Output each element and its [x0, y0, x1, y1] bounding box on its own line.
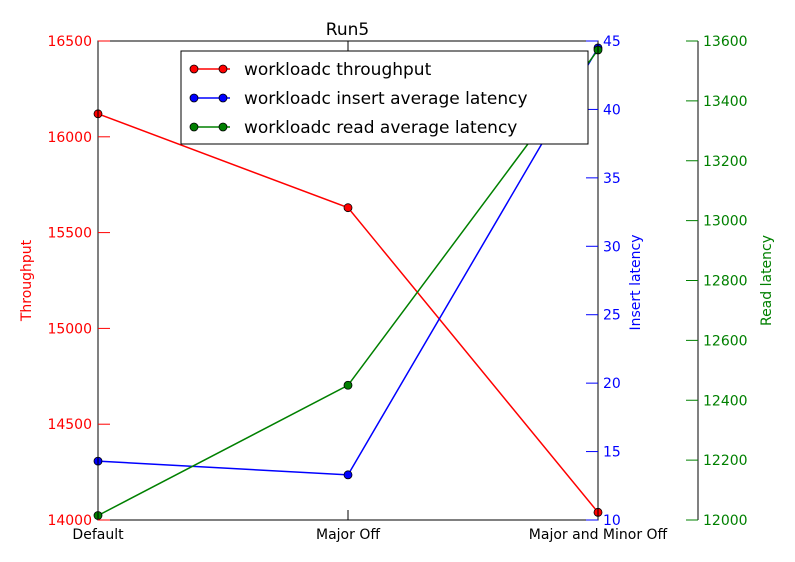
read-tick-label: 13400 [703, 94, 748, 110]
read-tick-label: 12600 [703, 333, 748, 349]
x-tick-label: Major and Minor Off [529, 527, 668, 543]
series-line-0 [97, 113, 599, 513]
insert-tick-label: 15 [603, 445, 621, 461]
read-tick-label: 13600 [703, 34, 748, 50]
insert-tick-label: 30 [603, 239, 621, 255]
legend: workloadc throughput workloadc insert ave… [180, 50, 589, 145]
throughput-tick-label: 15000 [47, 321, 92, 337]
legend-marker [218, 122, 228, 132]
legend-marker [218, 64, 228, 74]
legend-label: workloadc throughput [244, 60, 432, 80]
throughput-tick-label: 14000 [47, 513, 92, 529]
legend-label: workloadc insert average latency [244, 89, 528, 109]
legend-marker [189, 64, 199, 74]
legend-label: workloadc read average latency [244, 118, 517, 138]
x-tick-label: Major Off [316, 527, 380, 543]
chart-title: Run5 [326, 20, 369, 40]
read-tick-label: 12200 [703, 453, 748, 469]
throughput-tick-label: 15500 [47, 226, 92, 242]
x-tick-label: Default [72, 527, 124, 543]
series-point-1 [343, 470, 353, 480]
axes: Default Major Off Major and Minor Off 14000… [19, 34, 775, 543]
legend-marker [189, 93, 199, 103]
insert-tick-label: 20 [603, 376, 621, 392]
insert-tick-label: 10 [603, 513, 621, 529]
insert-axis-label: Insert latency [628, 234, 644, 330]
series-point-2 [343, 380, 353, 390]
read-tick-label: 13000 [703, 214, 748, 230]
read-tick-label: 12400 [703, 393, 748, 409]
read-tick-label: 12000 [703, 513, 748, 529]
series-point-0 [343, 203, 353, 213]
legend-marker [189, 122, 199, 132]
legend-box [180, 50, 589, 145]
throughput-tick-label: 14500 [47, 417, 92, 433]
read-axis-label: Read latency [759, 235, 775, 326]
throughput-tick-label: 16500 [47, 34, 92, 50]
insert-tick-label: 45 [603, 34, 621, 50]
read-tick-label: 13200 [703, 154, 748, 170]
insert-tick-label: 35 [603, 171, 621, 187]
throughput-tick-label: 16000 [47, 130, 92, 146]
legend-marker [218, 93, 228, 103]
insert-tick-label: 40 [603, 102, 621, 118]
insert-tick-label: 25 [603, 308, 621, 324]
read-tick-label: 12800 [703, 274, 748, 290]
throughput-axis-label: Throughput [19, 239, 35, 322]
